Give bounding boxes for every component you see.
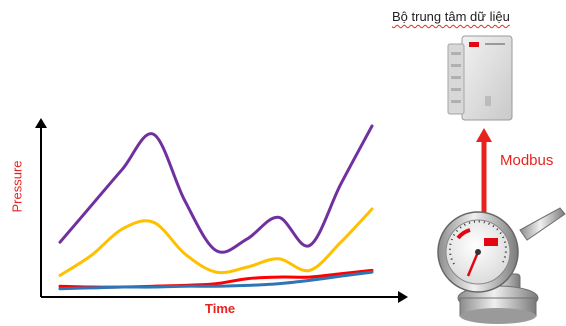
pressure-gauge (437, 207, 566, 324)
modbus-arrow (476, 128, 492, 214)
gauge-brand-logo (484, 238, 498, 246)
x-axis-arrow (398, 291, 408, 303)
series-line-2 (58, 207, 374, 277)
x-axis-label: Time (205, 301, 236, 316)
hub-brand-logo (469, 42, 479, 47)
series-line-1 (58, 124, 374, 254)
y-axis-arrow (35, 118, 47, 128)
series-layer (58, 124, 374, 291)
chart-axes (35, 118, 408, 303)
diagram-hub-label: Bộ trung tâm dữ liệu (392, 9, 510, 24)
diagram-protocol-label: Modbus (500, 152, 554, 169)
data-hub-device (447, 35, 513, 121)
series-line-4 (58, 270, 374, 291)
